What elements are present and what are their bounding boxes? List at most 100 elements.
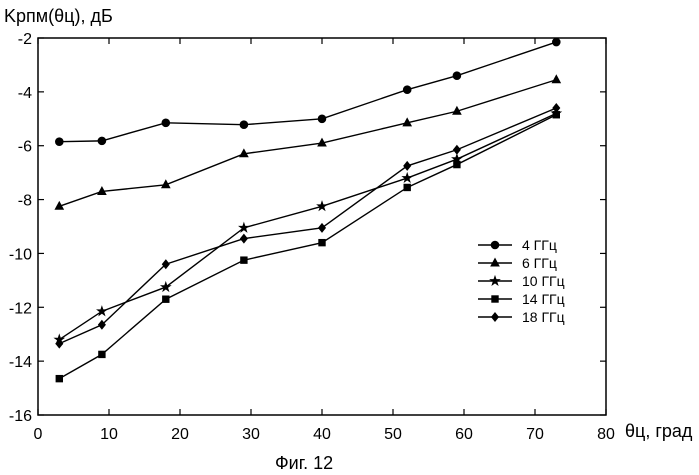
y-tick-label: -10 [9, 246, 32, 263]
x-tick-label: 80 [597, 426, 615, 443]
triangle-marker [239, 148, 249, 158]
triangle-marker [54, 200, 65, 210]
y-tick-label: -6 [18, 139, 32, 156]
legend-entry: 6 ГГц [478, 255, 557, 271]
y-tick-label: -12 [9, 300, 32, 317]
x-tick-label: 10 [100, 426, 118, 443]
series-5 [55, 103, 561, 349]
diamond-marker [403, 160, 412, 171]
y-tick-label: -4 [18, 85, 32, 102]
circle-marker [55, 137, 64, 146]
square-marker [453, 160, 461, 169]
star-marker [96, 305, 108, 317]
diamond-marker [97, 319, 106, 330]
y-tick-label: -16 [9, 408, 32, 425]
legend-entry: 4 ГГц [478, 237, 557, 253]
x-tick-label: 40 [313, 426, 331, 443]
circle-marker [97, 136, 107, 146]
legend-entry: 18 ГГц [478, 309, 565, 325]
x-tick-label: 0 [34, 426, 43, 443]
triangle-marker [490, 257, 500, 267]
y-axis-title: Kрпм(θц), дБ [4, 6, 113, 26]
series-line [58, 112, 557, 341]
x-tick: 50 [384, 38, 402, 443]
diamond-marker [161, 259, 170, 270]
square-marker [162, 295, 170, 303]
x-tick: 10 [100, 38, 118, 443]
diamond-marker [490, 312, 500, 322]
triangle-marker [402, 117, 413, 127]
series-line [59, 107, 557, 345]
legend-entry: 14 ГГц [478, 291, 565, 307]
x-tick: 0 [34, 38, 43, 443]
circle-marker [239, 120, 249, 130]
circle-marker [317, 114, 327, 124]
square-marker [240, 256, 248, 264]
triangle-marker [160, 179, 171, 189]
x-tick-label: 20 [171, 426, 189, 443]
square-marker [491, 295, 499, 303]
triangle-marker [452, 105, 462, 115]
series-4 [55, 111, 560, 383]
triangle-marker [97, 186, 107, 195]
diamond-marker [552, 103, 561, 114]
x-tick: 70 [526, 38, 544, 443]
legend: 4 ГГц 6 ГГц 10 ГГц 14 ГГц 18 ГГц [478, 237, 565, 325]
x-tick-label: 50 [384, 426, 402, 443]
series-1 [55, 37, 561, 146]
diamond-marker [239, 233, 248, 244]
series-line [58, 114, 557, 380]
data-series [53, 37, 563, 383]
legend-entry: 10 ГГц [478, 273, 565, 289]
y-tick: -4 [18, 85, 606, 102]
series-line [59, 41, 557, 143]
y-tick: -2 [18, 31, 606, 48]
triangle-marker [317, 137, 327, 147]
legend-label: 4 ГГц [522, 237, 557, 253]
series-line [59, 79, 557, 207]
x-tick: 80 [597, 38, 615, 443]
star-marker [159, 280, 172, 293]
star-marker [238, 221, 250, 233]
diamond-marker [317, 222, 327, 233]
x-tick: 20 [171, 38, 189, 443]
star-marker [316, 200, 328, 212]
square-marker [403, 183, 411, 192]
y-tick-label: -2 [18, 31, 32, 48]
circle-marker [490, 240, 500, 250]
y-tick: -6 [18, 139, 606, 156]
y-tick-label: -8 [18, 193, 32, 210]
y-tick-label: -14 [9, 354, 32, 371]
legend-label: 14 ГГц [522, 291, 565, 307]
star-marker [401, 171, 414, 184]
x-tick: 30 [242, 38, 260, 443]
y-tick: -16 [9, 408, 606, 425]
square-marker [98, 350, 106, 359]
figure-caption: Фиг. 12 [275, 453, 333, 473]
circle-marker [402, 85, 412, 95]
legend-label: 10 ГГц [522, 273, 565, 289]
legend-label: 18 ГГц [522, 309, 565, 325]
diamond-marker [55, 338, 64, 349]
square-marker [318, 238, 326, 247]
x-tick-label: 60 [455, 426, 473, 443]
y-tick: -10 [9, 246, 606, 263]
y-tick: -12 [9, 300, 606, 317]
diamond-marker [452, 144, 461, 155]
square-marker [55, 374, 63, 383]
star-marker [489, 274, 501, 286]
circle-marker [161, 118, 171, 128]
series-3 [53, 107, 563, 345]
x-tick: 40 [313, 38, 331, 443]
axis-ticks: 0 10 20 30 40 50 60 70 80 -16 -14 -12 -10 -8 -6 -4 -2 [9, 31, 615, 443]
series-2 [54, 74, 562, 210]
legend-label: 6 ГГц [522, 255, 557, 271]
triangle-marker [551, 74, 562, 84]
y-tick: -8 [18, 193, 606, 210]
y-tick: -14 [9, 354, 606, 371]
circle-marker [552, 37, 561, 47]
x-axis-title: θц, град [625, 421, 693, 441]
x-tick-label: 70 [526, 426, 544, 443]
